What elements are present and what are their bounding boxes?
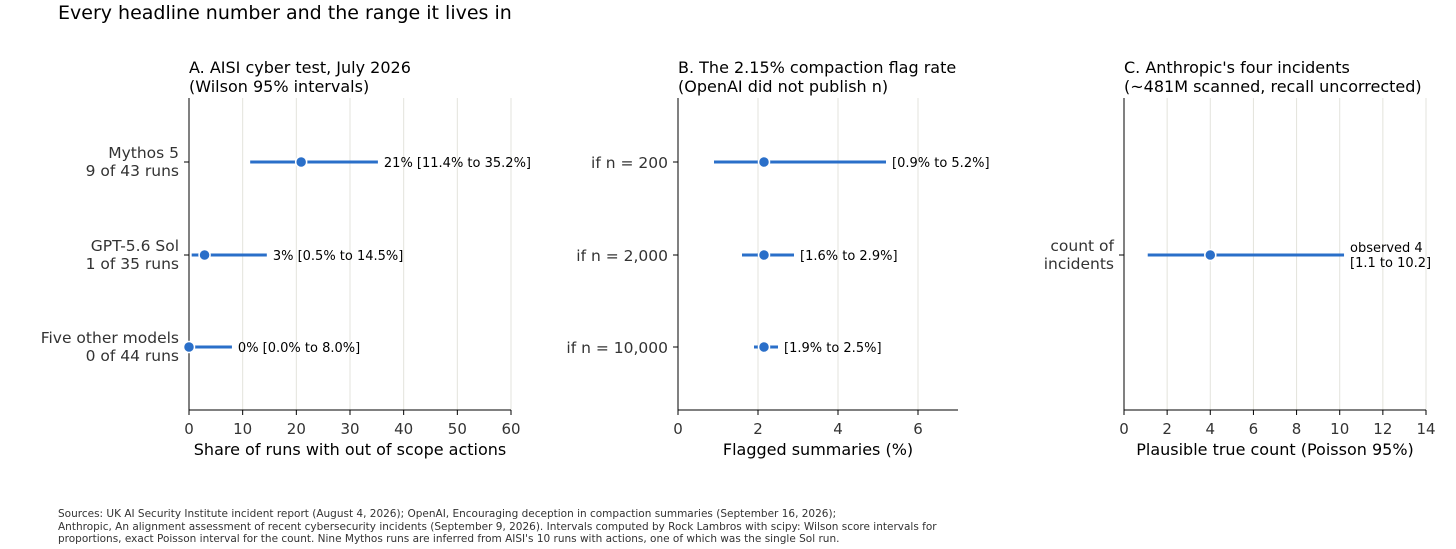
panel-a-category-label: GPT-5.6 Sol [91, 237, 179, 255]
panel-a-x-tick-label: 50 [448, 420, 467, 438]
panel-b-x-tick-label: 0 [673, 420, 683, 438]
panel-c-x-tick-label: 12 [1373, 420, 1392, 438]
panel-a-category-label: 1 of 35 runs [86, 255, 179, 273]
panel-a-category-label: 9 of 43 runs [86, 162, 179, 180]
panel-c-x-tick-label: 8 [1292, 420, 1302, 438]
panel-b-title-line-2: (OpenAI did not publish n) [678, 77, 889, 96]
panel-c-annotation: observed 4 [1350, 241, 1423, 256]
panel-a-category-label: Mythos 5 [108, 144, 179, 162]
panel-a-category-label: 0 of 44 runs [86, 347, 179, 365]
panel-b-row: if n = 200 [0.9% to 5.2%] [591, 154, 989, 172]
panel-a-x-tick-label: 20 [287, 420, 306, 438]
panel-c-title: C. Anthropic's four incidents (~481M sca… [1124, 58, 1422, 96]
panel-a-x-tick-label: 0 [184, 420, 194, 438]
sources-note: Sources: UK AI Security Institute incide… [58, 508, 937, 546]
panel-a-annotation: 21% [11.4% to 35.2%] [384, 156, 531, 171]
panel-b-point [757, 248, 771, 262]
panel-a-annotation: 0% [0.0% to 8.0%] [238, 341, 360, 356]
panel-b-annotation: [1.6% to 2.9%] [800, 249, 898, 264]
panel-c-x-axis-label: Plausible true count (Poisson 95%) [1136, 440, 1414, 459]
panel-b-row: if n = 2,000 [1.6% to 2.9%] [576, 247, 897, 265]
panel-b-annotation: [1.9% to 2.5%] [784, 341, 882, 356]
panel-b-annotation: [0.9% to 5.2%] [892, 156, 990, 171]
panel-a-point [198, 248, 211, 262]
panel-a-row: Mythos 59 of 43 runs 21% [11.4% to 35.2%] [86, 144, 531, 180]
panel-c-x-tick-label: 4 [1206, 420, 1216, 438]
panel-c-title-line-2: (~481M scanned, recall uncorrected) [1124, 77, 1422, 96]
panel-b-x-tick-label: 4 [833, 420, 843, 438]
sources-line-3: proportions, exact Poisson interval for … [58, 533, 840, 545]
panel-b-title: B. The 2.15% compaction flag rate (OpenA… [678, 58, 956, 96]
panel-b-point [757, 340, 771, 354]
panel-c-x-tick-label: 6 [1249, 420, 1259, 438]
panel-a-x-axis-label: Share of runs with out of scope actions [194, 440, 506, 459]
main-title: Every headline number and the range it l… [58, 2, 512, 24]
panel-a-title-line-1: A. AISI cyber test, July 2026 [189, 58, 411, 77]
panel-a-x-tick-label: 60 [501, 420, 520, 438]
panel-c-x-tick-label: 0 [1119, 420, 1129, 438]
panel-a-x-tick-label: 30 [340, 420, 359, 438]
sources-line-2: Anthropic, An alignment assessment of re… [58, 520, 937, 533]
panel-a-chart: 0 10 20 30 40 50 60 Share of runs with out of s… [41, 98, 531, 459]
panel-b-x-tick-label: 6 [913, 420, 923, 438]
panel-c-x-tick-label: 2 [1162, 420, 1172, 438]
panel-b-row: if n = 10,000 [1.9% to 2.5%] [566, 339, 881, 357]
panel-c-point [1204, 248, 1217, 262]
panel-b-category-label: if n = 10,000 [566, 339, 668, 357]
panel-a-title: A. AISI cyber test, July 2026 (Wilson 95… [189, 58, 411, 96]
sources-line-1: Sources: UK AI Security Institute incide… [58, 508, 837, 520]
panel-c-x-tick-label: 14 [1416, 420, 1435, 438]
panel-c-category-label: count of [1050, 237, 1114, 255]
panel-c-x-tick-label: 10 [1330, 420, 1349, 438]
panel-c-annotation: [1.1 to 10.2] [1350, 256, 1431, 271]
panel-b-x-tick-label: 2 [753, 420, 763, 438]
panel-a-point [182, 340, 196, 354]
panel-a-title-line-2: (Wilson 95% intervals) [189, 77, 370, 96]
panel-b-title-line-1: B. The 2.15% compaction flag rate [678, 58, 957, 77]
panel-b-category-label: if n = 200 [591, 154, 668, 172]
panel-c-title-line-1: C. Anthropic's four incidents [1124, 58, 1350, 77]
panel-b-point [757, 155, 771, 169]
panel-a-annotation: 3% [0.5% to 14.5%] [273, 249, 404, 264]
panel-c-category-label: incidents [1044, 255, 1114, 273]
panel-a-x-tick-label: 40 [394, 420, 413, 438]
panel-a-x-tick-label: 10 [233, 420, 252, 438]
panel-b-category-label: if n = 2,000 [576, 247, 668, 265]
panel-a-point [294, 155, 308, 169]
panel-a-category-label: Five other models [41, 329, 179, 347]
panel-b-x-axis-label: Flagged summaries (%) [723, 440, 913, 459]
